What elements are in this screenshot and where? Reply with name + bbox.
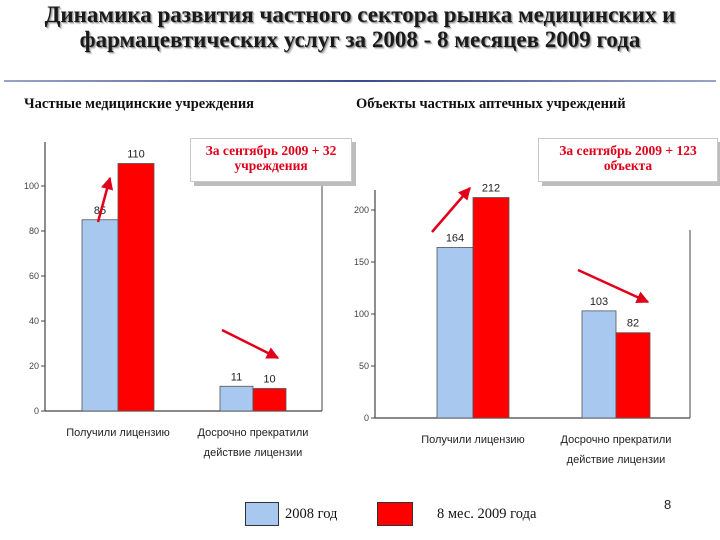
bar-medical-2009-terminated (252, 388, 287, 412)
y-tick-label-medical: 60 (29, 271, 39, 281)
legend-swatch-2009 (377, 502, 413, 526)
x-category-label-medical: Получили лицензию (66, 427, 170, 439)
trend-arrow-pharmacy (577, 268, 650, 304)
data-label-medical: 11 (231, 371, 242, 383)
bar-pharmacy-2008-terminated (581, 310, 617, 419)
bar-medical-2009-licensed (117, 163, 155, 412)
legend-label-2009: 8 мес. 2009 года (437, 506, 537, 522)
x-category-label-pharmacy: Досрочно прекратили (561, 434, 672, 446)
data-label-medical: 110 (127, 149, 145, 161)
x-category-label-medical: действие лицензии (204, 447, 303, 459)
chart-title-pharmacy: Объекты частных аптечных учреждений (356, 96, 626, 112)
y-tick-label-pharmacy: 0 (364, 413, 369, 423)
bar-medical-2008-licensed (81, 219, 119, 412)
legend-swatch-2008 (245, 502, 279, 526)
y-tick-label-pharmacy: 50 (359, 361, 369, 371)
title-divider (4, 80, 716, 82)
y-tick-label-medical: 20 (29, 361, 39, 371)
chart-title-medical: Частные медицинские учреждения (24, 96, 255, 112)
y-tick-label-medical: 40 (29, 316, 39, 326)
y-tick-label-medical: 100 (24, 181, 39, 191)
y-tick-label-medical: 0 (34, 406, 39, 416)
bar-pharmacy-2009-licensed (472, 197, 510, 419)
y-tick-label-pharmacy: 100 (354, 309, 369, 319)
y-tick-label-pharmacy: 150 (354, 257, 369, 267)
data-label-pharmacy: 82 (627, 318, 639, 330)
callout-medical: За сентябрь 2009 + 32 учреждения (190, 138, 352, 182)
data-label-pharmacy: 212 (482, 183, 500, 195)
trend-arrow-medical (96, 176, 114, 223)
data-label-medical: 10 (263, 374, 275, 386)
x-category-label-medical: Досрочно прекратили (198, 427, 309, 439)
data-label-pharmacy: 164 (446, 232, 464, 244)
legend-label-2008: 2008 год (285, 506, 338, 522)
data-label-pharmacy: 103 (590, 296, 608, 308)
y-tick-label-pharmacy: 200 (354, 205, 369, 215)
bar-pharmacy-2008-licensed (436, 247, 474, 419)
bar-pharmacy-2009-terminated (615, 332, 651, 419)
trend-arrow-medical (221, 328, 280, 360)
x-category-label-pharmacy: действие лицензии (567, 454, 666, 466)
trend-arrow-pharmacy (431, 187, 471, 233)
callout-pharmacy: За сентябрь 2009 + 123 объекта (538, 138, 718, 182)
y-tick-label-medical: 80 (29, 226, 39, 236)
slide-title: Динамика развития частного сектора рынка… (44, 2, 676, 52)
page-number: 8 (664, 497, 672, 512)
x-category-label-pharmacy: Получили лицензию (421, 434, 525, 446)
bar-medical-2008-terminated (219, 385, 254, 412)
